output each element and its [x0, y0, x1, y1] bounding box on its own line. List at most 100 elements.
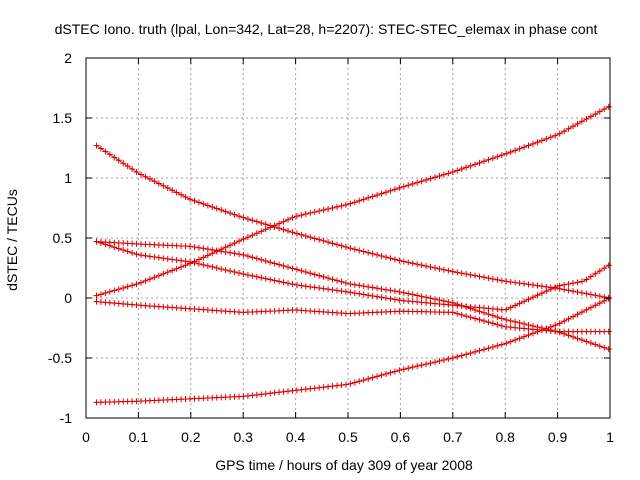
data-point — [489, 320, 496, 327]
data-point — [227, 210, 234, 217]
data-point — [258, 256, 265, 263]
data-point — [218, 207, 225, 214]
data-point — [485, 319, 492, 326]
data-point — [356, 282, 363, 289]
data-point — [97, 145, 104, 152]
data-point — [115, 157, 122, 164]
data-point — [538, 283, 545, 290]
data-point — [169, 256, 176, 263]
data-point — [187, 243, 194, 250]
data-point — [244, 234, 251, 241]
data-point — [280, 279, 287, 286]
data-point — [129, 282, 136, 289]
data-point — [574, 120, 581, 127]
data-point — [155, 254, 162, 261]
data-point — [209, 246, 216, 253]
data-point — [378, 285, 385, 292]
data-point — [102, 148, 109, 155]
data-point — [298, 282, 305, 289]
data-point — [320, 237, 327, 244]
data-point — [298, 212, 305, 219]
x-tick-label: 0.8 — [495, 429, 515, 445]
data-point — [93, 142, 100, 149]
data-point — [236, 238, 243, 245]
data-point — [396, 257, 403, 264]
data-point — [249, 217, 256, 224]
x-axis-label: GPS time / hours of day 309 of year 2008 — [215, 457, 473, 473]
data-point — [333, 241, 340, 248]
data-point — [396, 288, 403, 295]
data-point — [124, 283, 131, 290]
data-point — [583, 115, 590, 122]
data-point — [289, 229, 296, 236]
data-point — [262, 390, 269, 397]
data-point — [592, 111, 599, 118]
data-point — [583, 338, 590, 345]
data-point — [342, 244, 349, 251]
data-point — [178, 191, 185, 198]
data-point — [351, 246, 358, 253]
data-point — [400, 289, 407, 296]
data-point — [329, 276, 336, 283]
data-point — [480, 274, 487, 281]
data-point — [240, 271, 247, 278]
y-tick-label: 2 — [64, 50, 72, 66]
data-point — [436, 172, 443, 179]
data-point — [209, 263, 216, 270]
data-point — [253, 273, 260, 280]
data-point — [369, 292, 376, 299]
data-point — [405, 290, 412, 297]
x-tick-label: 0.7 — [443, 429, 463, 445]
data-point — [382, 189, 389, 196]
data-point — [494, 314, 501, 321]
data-point — [472, 161, 479, 168]
data-point — [534, 328, 541, 335]
data-point — [387, 295, 394, 302]
data-point — [529, 140, 536, 147]
data-point — [418, 362, 425, 369]
data-point — [596, 343, 603, 350]
data-point — [258, 219, 265, 226]
data-point — [120, 284, 127, 291]
data-point — [378, 253, 385, 260]
data-point — [111, 287, 118, 294]
data-point — [102, 241, 109, 248]
data-point — [547, 286, 554, 293]
data-point — [400, 258, 407, 265]
data-point — [605, 262, 612, 269]
y-tick-label: 0 — [64, 290, 72, 306]
data-point — [498, 152, 505, 159]
data-point — [378, 294, 385, 301]
data-point — [200, 261, 207, 268]
data-point — [227, 242, 234, 249]
data-point — [369, 284, 376, 291]
data-point — [227, 249, 234, 256]
data-point — [342, 201, 349, 208]
data-point — [400, 183, 407, 190]
data-point — [365, 249, 372, 256]
data-point — [503, 306, 510, 313]
data-point — [262, 221, 269, 228]
data-point — [316, 272, 323, 279]
data-point — [374, 293, 381, 300]
data-point — [142, 277, 149, 284]
data-point — [311, 385, 318, 392]
data-point — [458, 165, 465, 172]
series-satellite-2 — [93, 103, 612, 299]
data-point — [187, 258, 194, 265]
data-point — [360, 196, 367, 203]
y-tick-label: -0.5 — [48, 350, 72, 366]
data-point — [316, 236, 323, 243]
data-point — [480, 158, 487, 165]
data-point — [276, 389, 283, 396]
data-point — [503, 150, 510, 157]
data-point — [120, 247, 127, 254]
data-point — [512, 302, 519, 309]
data-point — [351, 281, 358, 288]
series-satellite-5 — [93, 298, 612, 335]
data-point — [409, 291, 416, 298]
data-point — [155, 180, 162, 187]
data-point — [204, 252, 211, 259]
data-point — [311, 271, 318, 278]
data-point — [311, 284, 318, 291]
